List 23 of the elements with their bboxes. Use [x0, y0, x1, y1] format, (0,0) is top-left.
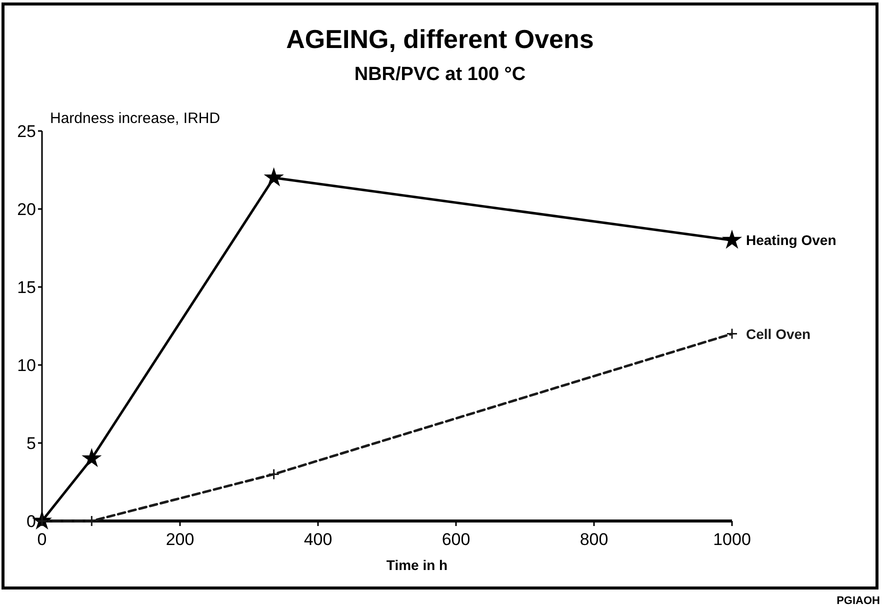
- y-tick-label: 15: [17, 278, 36, 297]
- chart-subtitle: NBR/PVC at 100 °C: [354, 64, 526, 85]
- x-tick-label: 200: [166, 530, 194, 549]
- point: [82, 449, 101, 466]
- series-label: Cell Oven: [746, 326, 811, 342]
- point: [722, 230, 742, 248]
- y-tick-label: 20: [17, 200, 36, 219]
- series-label: Heating Oven: [746, 232, 836, 248]
- point: [268, 468, 280, 480]
- point: [726, 328, 738, 340]
- x-axis-title: Time in h: [386, 557, 448, 573]
- chart-title: AGEING, different Ovens: [286, 24, 594, 54]
- x-tick-label: 800: [580, 530, 608, 549]
- y-axis-title: Hardness increase, IRHD: [50, 110, 220, 127]
- x-tick-label: 400: [304, 530, 332, 549]
- x-tick-label: 1000: [713, 530, 751, 549]
- point: [264, 168, 283, 186]
- y-tick-label: 10: [17, 356, 36, 375]
- x-tick-label: 600: [442, 530, 470, 549]
- y-tick-label: 25: [17, 122, 36, 141]
- text: PGIAOH: [836, 595, 880, 607]
- y-tick-label: 5: [26, 434, 36, 453]
- y-tick-label: 0: [26, 512, 36, 531]
